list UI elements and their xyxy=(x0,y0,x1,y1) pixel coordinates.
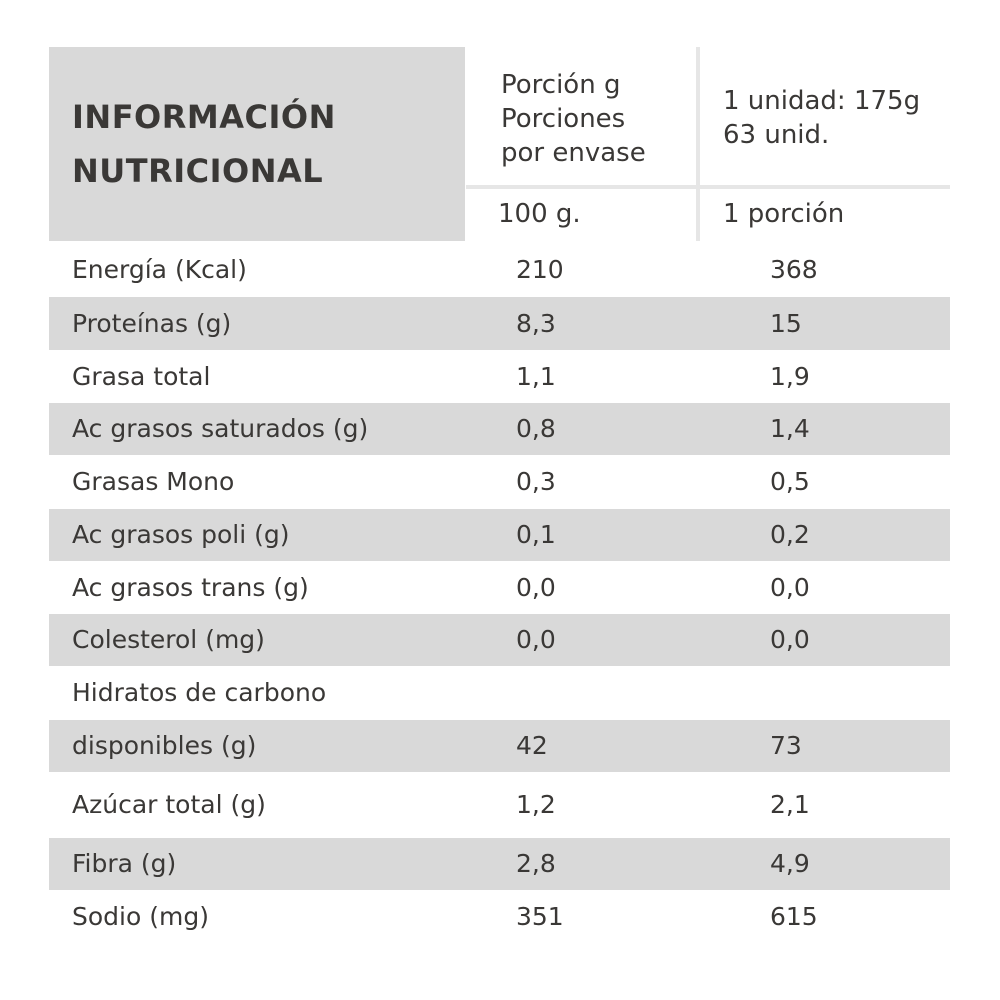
value-cell: 615 xyxy=(770,902,818,931)
divider xyxy=(466,185,950,189)
value-cell: 73 xyxy=(770,731,802,760)
value-cell: 1,4 xyxy=(770,414,810,443)
value-cell: 8,3 xyxy=(516,308,556,338)
value-cell: 1,1 xyxy=(516,361,556,391)
label-cell: Ac grasos saturados (g) xyxy=(72,414,369,443)
header-line: INFORMACIÓN xyxy=(72,98,336,136)
value-cell: 0,0 xyxy=(770,625,810,654)
header-line: Porción g xyxy=(501,70,621,100)
value-cell: 0,8 xyxy=(516,414,556,443)
header-line: NUTRICIONAL xyxy=(72,152,324,190)
label-cell: Sodio (mg) xyxy=(72,902,209,931)
header-line: por envase xyxy=(501,138,646,168)
header-cell xyxy=(49,47,465,241)
label-cell: Proteínas (g) xyxy=(72,308,232,338)
value-cell: 15 xyxy=(770,308,802,338)
value-cell: 0,2 xyxy=(770,520,810,549)
value-cell: 210 xyxy=(516,255,564,284)
column-header: 1 unidad: 175g 63 unid. xyxy=(723,84,920,152)
label-cell: Ac grasos trans (g) xyxy=(72,572,309,602)
table-row xyxy=(49,297,950,350)
column-header: Porción g Porciones por envase xyxy=(501,68,646,170)
divider xyxy=(696,47,700,241)
label-cell: Colesterol (mg) xyxy=(72,625,265,654)
label-cell: Azúcar total (g) xyxy=(72,790,266,819)
table-row xyxy=(49,614,950,666)
label-cell: Ac grasos poli (g) xyxy=(72,520,290,549)
table-row xyxy=(49,403,950,455)
header-line: Porciones xyxy=(501,104,626,134)
value-cell: 368 xyxy=(770,255,818,284)
value-cell: 0,0 xyxy=(516,625,556,654)
value-cell: 1,9 xyxy=(770,361,810,391)
column-subheader: 100 g. xyxy=(498,199,581,229)
column-subheader: 1 porción xyxy=(723,199,845,229)
value-cell: 0,0 xyxy=(770,572,810,602)
value-cell: 0,3 xyxy=(516,467,556,496)
value-cell: 0,0 xyxy=(516,572,556,602)
table-row xyxy=(49,720,950,772)
title: INFORMACIÓN NUTRICIONAL xyxy=(72,90,336,198)
header-line: 1 unidad: 175g xyxy=(723,86,921,116)
value-cell: 351 xyxy=(516,902,564,931)
value-cell: 4,9 xyxy=(770,849,810,878)
value-cell: 1,2 xyxy=(516,790,556,819)
value-cell: 2,8 xyxy=(516,849,556,878)
label-cell: Grasas Mono xyxy=(72,467,235,496)
label-cell: disponibles (g) xyxy=(72,731,257,760)
value-cell: 2,1 xyxy=(770,790,810,819)
value-cell: 0,1 xyxy=(516,520,556,549)
label-cell: Fibra (g) xyxy=(72,849,177,878)
label-cell: Hidratos de carbono xyxy=(72,678,327,707)
table-row xyxy=(49,509,950,561)
value-cell: 0,5 xyxy=(770,467,810,496)
header-line: 63 unid. xyxy=(723,120,830,150)
value-cell: 42 xyxy=(516,731,548,760)
label-cell: Energía (Kcal) xyxy=(72,255,247,284)
table-row xyxy=(49,838,950,890)
label-cell: Grasa total xyxy=(72,361,211,391)
